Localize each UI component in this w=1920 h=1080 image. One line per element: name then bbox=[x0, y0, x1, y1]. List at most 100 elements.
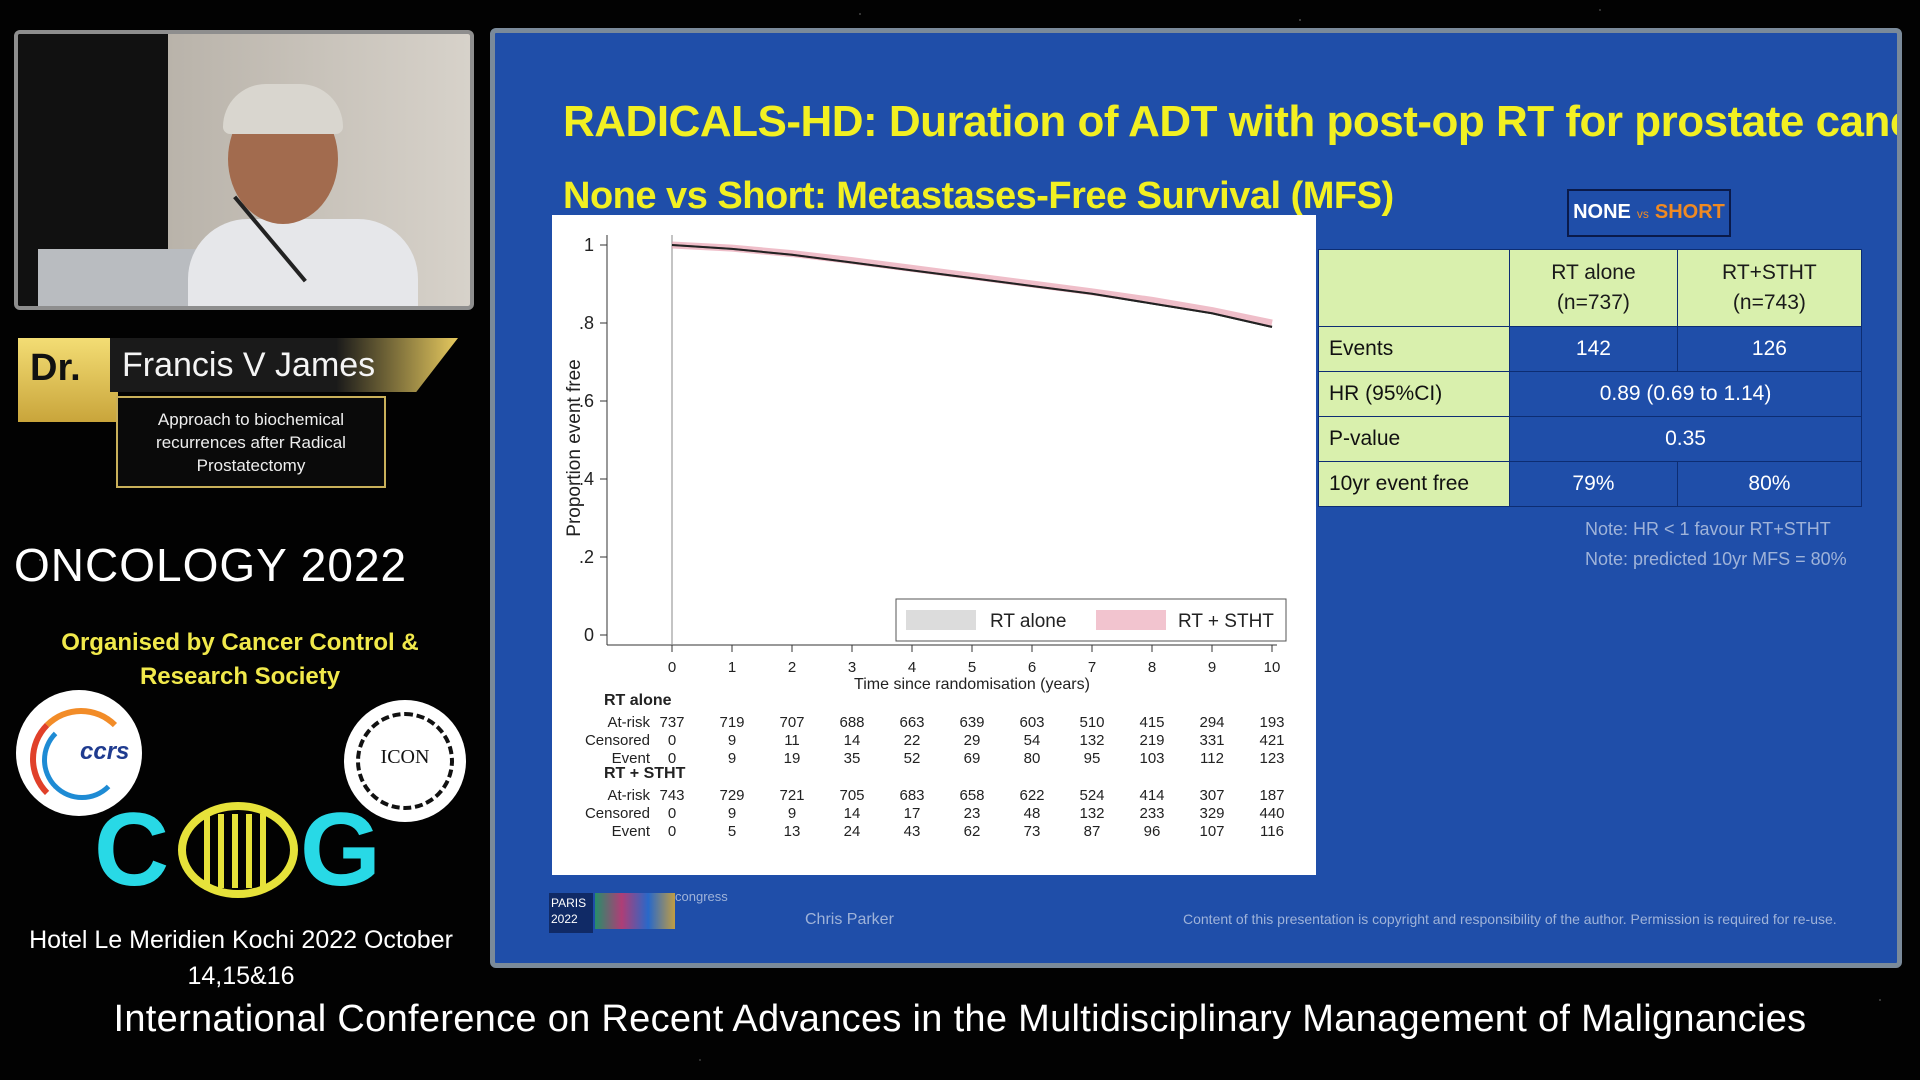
cell-value: 0.89 (0.69 to 1.14) bbox=[1509, 371, 1862, 417]
risk-cell: 62 bbox=[964, 823, 981, 840]
series-line-rt-stht bbox=[671, 241, 1273, 327]
cog-logo-c: C bbox=[94, 792, 170, 908]
congress-label: congress bbox=[675, 889, 728, 904]
icon-logo: ICON bbox=[344, 700, 466, 822]
table-header-rt-stht: RT+STHT (n=743) bbox=[1676, 249, 1863, 327]
table-header-rt-alone: RT alone (n=737) bbox=[1509, 249, 1678, 327]
dna-helix-icon bbox=[178, 802, 298, 898]
x-tick-label: 10 bbox=[1264, 659, 1281, 676]
speaker-video bbox=[14, 30, 474, 310]
risk-cell: 658 bbox=[959, 787, 984, 804]
risk-cell: 415 bbox=[1139, 714, 1164, 731]
helix-bar bbox=[218, 814, 224, 888]
x-tick-label: 1 bbox=[728, 659, 736, 676]
x-tick-label: 5 bbox=[968, 659, 976, 676]
legend-swatch-rt-alone bbox=[906, 610, 976, 630]
risk-cell: 0 bbox=[668, 823, 676, 840]
risk-cell: 737 bbox=[659, 714, 684, 731]
topic-line: recurrences after Radical bbox=[156, 433, 346, 452]
risk-cell: 719 bbox=[719, 714, 744, 731]
risk-cell: 132 bbox=[1079, 732, 1104, 749]
venue-line: 14,15&16 bbox=[187, 962, 295, 990]
risk-cell: 603 bbox=[1019, 714, 1044, 731]
risk-cell: 73 bbox=[1024, 823, 1041, 840]
helix-bar bbox=[232, 814, 238, 888]
logo-arc bbox=[42, 720, 122, 800]
table-row: HR (95%CI) 0.89 (0.69 to 1.14) bbox=[1318, 371, 1862, 417]
venue-line: Hotel Le Meridien Kochi 2022 October bbox=[29, 926, 453, 954]
risk-row-label: Censored bbox=[585, 805, 650, 822]
y-tick-label: .4 bbox=[579, 469, 594, 489]
speaker-hair bbox=[223, 84, 343, 134]
risk-cell: 80 bbox=[1024, 750, 1041, 767]
header-n: (n=737) bbox=[1556, 291, 1630, 314]
risk-cell: 0 bbox=[668, 750, 676, 767]
risk-cell: 22 bbox=[904, 732, 921, 749]
copyright-notice: Content of this presentation is copyrigh… bbox=[1183, 911, 1837, 927]
header-label: RT alone bbox=[1551, 261, 1636, 284]
y-tick-label: 0 bbox=[584, 625, 594, 645]
row-label: Events bbox=[1318, 326, 1510, 372]
risk-cell: 19 bbox=[784, 750, 801, 767]
topic-line: Approach to biochemical bbox=[157, 410, 345, 429]
cell-value: 80% bbox=[1676, 461, 1863, 507]
event-title: ONCOLOGY 2022 bbox=[14, 539, 408, 591]
organiser-line: Research Society bbox=[139, 663, 341, 690]
risk-cell: 721 bbox=[779, 787, 804, 804]
risk-cell: 0 bbox=[668, 805, 676, 822]
name-bar bbox=[110, 338, 458, 392]
speaker-name: Francis V James bbox=[122, 346, 376, 384]
table-row: P-value 0.35 bbox=[1318, 416, 1862, 462]
table-row: Events 142 126 bbox=[1318, 326, 1863, 372]
risk-cell: 440 bbox=[1259, 805, 1284, 822]
risk-row-label: Event bbox=[612, 750, 651, 767]
risk-cell: 43 bbox=[904, 823, 921, 840]
risk-cell: 307 bbox=[1199, 787, 1224, 804]
helix-bar bbox=[204, 814, 210, 888]
risk-cell: 329 bbox=[1199, 805, 1224, 822]
x-tick-label: 4 bbox=[908, 659, 916, 676]
risk-cell: 69 bbox=[964, 750, 981, 767]
risk-cell: 17 bbox=[904, 805, 921, 822]
risk-cell: 48 bbox=[1024, 805, 1041, 822]
x-tick-label: 9 bbox=[1208, 659, 1216, 676]
risk-cell: 524 bbox=[1079, 787, 1104, 804]
esmo-logo: PARIS 2022 bbox=[549, 893, 679, 935]
risk-cell: 13 bbox=[784, 823, 801, 840]
risk-cell: 705 bbox=[839, 787, 864, 804]
speaker-shirt bbox=[188, 219, 418, 306]
badge-short: SHORT bbox=[1654, 201, 1725, 223]
x-tick-label: 6 bbox=[1028, 659, 1036, 676]
risk-cell: 331 bbox=[1199, 732, 1224, 749]
slide-title: RADICALS-HD: Duration of ADT with post-o… bbox=[563, 97, 1902, 146]
ccrs-logo: ccrs bbox=[16, 690, 142, 816]
risk-cell: 510 bbox=[1079, 714, 1104, 731]
row-label: 10yr event free bbox=[1318, 461, 1510, 507]
badge-vs: vs bbox=[1636, 207, 1649, 221]
risk-row-label: At-risk bbox=[608, 714, 651, 731]
risk-cell: 107 bbox=[1199, 823, 1224, 840]
risk-group-name: RT alone bbox=[604, 692, 672, 709]
dr-badge: Dr. bbox=[18, 338, 118, 422]
table-header-blank bbox=[1318, 249, 1510, 327]
icon-logo-text: ICON bbox=[380, 746, 430, 768]
cog-logo-g: G bbox=[300, 792, 381, 908]
risk-cell: 29 bbox=[964, 732, 981, 749]
risk-cell: 116 bbox=[1260, 823, 1284, 840]
series-line-rt-alone-top bbox=[671, 244, 1273, 328]
risk-cell: 5 bbox=[728, 823, 736, 840]
km-chart-panel: 0.2.4.6.8 1 0 1 2 3 4 5 6 7 8 9 10 Time since randomi… bbox=[552, 215, 1316, 875]
talk-topic: Approach to biochemical recurrences afte… bbox=[116, 396, 386, 488]
table-row: 10yr event free 79% 80% bbox=[1318, 461, 1863, 507]
risk-cell: 193 bbox=[1259, 714, 1284, 731]
legend-label: RT alone bbox=[990, 611, 1066, 632]
speaker-name-plate: Dr. Francis V James Approach to biochemi… bbox=[18, 338, 458, 488]
risk-cell: 421 bbox=[1259, 732, 1284, 749]
risk-cell: 95 bbox=[1084, 750, 1101, 767]
risk-row-label: Censored bbox=[585, 732, 650, 749]
risk-row-label: At-risk bbox=[608, 787, 651, 804]
risk-cell: 0 bbox=[668, 732, 676, 749]
organiser-text: Organised by Cancer Control & Research S… bbox=[20, 626, 460, 694]
risk-cell: 96 bbox=[1144, 823, 1161, 840]
risk-cell: 54 bbox=[1024, 732, 1041, 749]
